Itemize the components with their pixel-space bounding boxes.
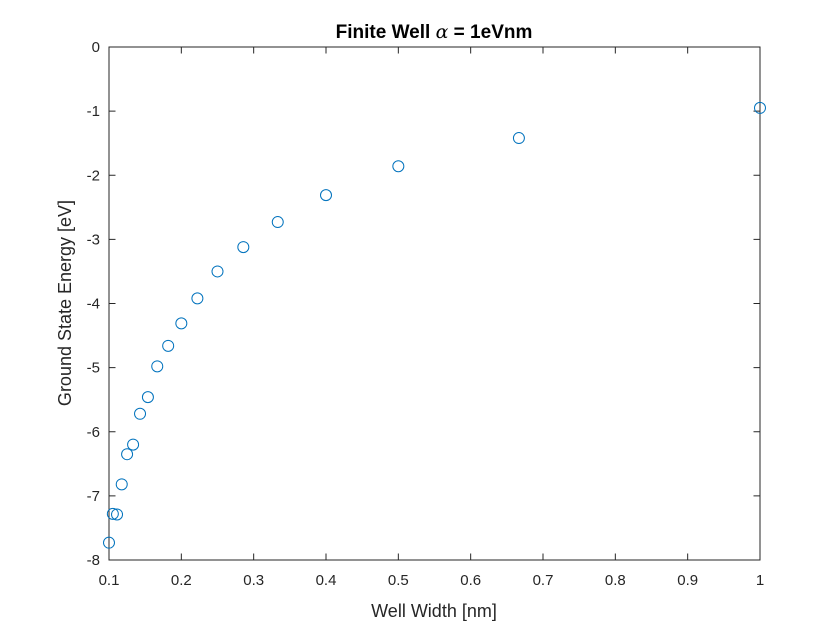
x-tick-label: 0.9 (677, 572, 698, 589)
data-point (271, 216, 284, 229)
data-point (392, 160, 405, 173)
data-point (191, 292, 204, 305)
data-point (512, 132, 525, 145)
x-axis-label: Well Width [nm] (371, 601, 497, 621)
x-tick-label: 0.2 (171, 572, 192, 589)
data-markers (103, 101, 766, 549)
x-axis-ticks: 0.1 0.2 0.3 0.4 0.5 0.6 0.7 0.8 0.9 1 (99, 47, 764, 589)
data-point (754, 101, 766, 114)
y-tick-label: -7 (87, 488, 100, 505)
data-point (162, 339, 175, 352)
x-tick-label: 0.6 (460, 572, 481, 589)
x-tick-label: 1 (756, 572, 764, 589)
x-tick-label: 0.7 (533, 572, 554, 589)
y-tick-label: -8 (87, 552, 100, 569)
y-tick-label: -3 (87, 231, 100, 248)
y-tick-label: -5 (87, 360, 100, 377)
plot-area: 0.1 0.2 0.3 0.4 0.5 0.6 0.7 0.8 0.9 1 0 -1 -2 -3 -4 -5… (87, 39, 766, 589)
data-point (237, 241, 250, 254)
data-point (141, 391, 154, 404)
chart-title: Finite Well α = 1eVnm (336, 21, 533, 43)
data-point (175, 317, 188, 330)
data-point (121, 448, 134, 461)
y-axis-ticks: 0 -1 -2 -3 -4 -5 -6 -7 -8 (87, 39, 760, 569)
x-tick-label: 0.8 (605, 572, 626, 589)
chart-title-prefix: Finite Well (336, 22, 436, 43)
y-tick-label: -2 (87, 167, 100, 184)
data-point (111, 508, 124, 521)
x-tick-label: 0.3 (243, 572, 264, 589)
data-point (127, 438, 140, 451)
data-point (134, 407, 147, 420)
x-tick-label: 0.1 (99, 572, 120, 589)
y-tick-label: 0 (92, 39, 100, 56)
chart-title-suffix: = 1eVnm (448, 22, 532, 43)
y-tick-label: -4 (87, 296, 100, 313)
data-point (103, 536, 115, 549)
data-point (151, 360, 164, 373)
chart-title-symbol: α (436, 21, 449, 43)
y-tick-label: -6 (87, 424, 100, 441)
y-axis-label: Ground State Energy [eV] (55, 200, 75, 406)
data-point (320, 189, 332, 202)
data-point (211, 265, 224, 278)
data-point (106, 507, 119, 520)
data-point (115, 478, 128, 491)
axes-box (108, 46, 761, 561)
x-tick-label: 0.4 (316, 572, 337, 589)
y-tick-label: -1 (87, 103, 100, 120)
x-tick-label: 0.5 (388, 572, 409, 589)
